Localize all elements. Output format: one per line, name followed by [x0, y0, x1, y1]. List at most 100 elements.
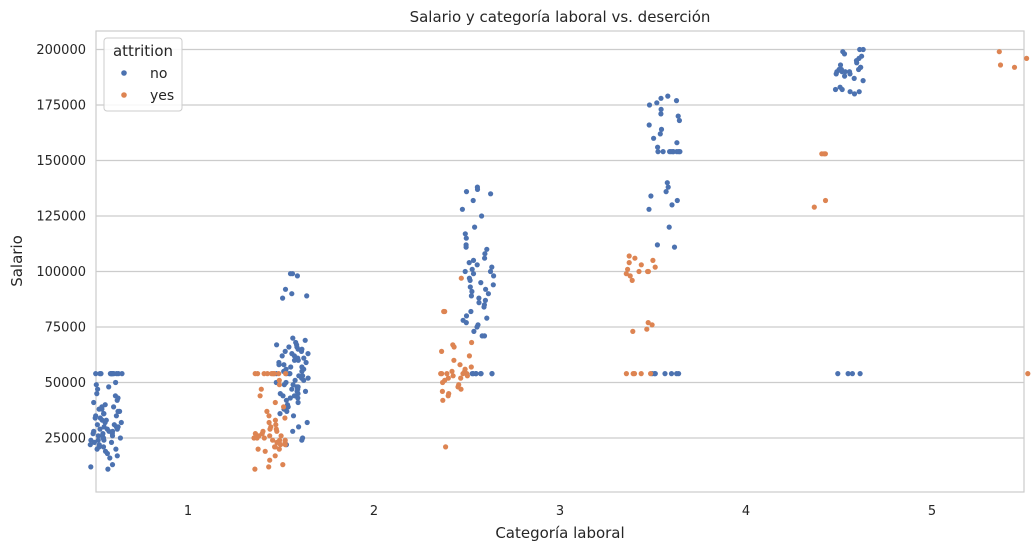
data-point-no — [296, 424, 302, 430]
y-tick-label: 100000 — [36, 265, 86, 280]
data-point-yes — [272, 444, 278, 450]
data-point-no — [660, 149, 666, 155]
data-point-no — [305, 351, 311, 357]
data-point-no — [841, 51, 848, 57]
data-point-no — [654, 100, 660, 106]
data-point-no — [304, 293, 310, 299]
data-point-no — [851, 75, 857, 81]
data-point-no — [463, 320, 469, 326]
data-point-no — [280, 295, 286, 301]
data-point-no — [664, 180, 670, 186]
data-point-no — [470, 271, 477, 277]
data-point-yes — [458, 275, 464, 281]
data-point-no — [92, 415, 98, 421]
data-point-no — [286, 344, 292, 350]
data-point-no — [488, 191, 494, 197]
data-point-no — [104, 450, 110, 457]
data-point-no — [662, 371, 668, 377]
data-point-yes — [1011, 64, 1018, 70]
data-point-no — [301, 355, 307, 361]
series-yes — [251, 49, 1031, 472]
data-point-no — [482, 297, 488, 303]
y-tick-label: 50000 — [45, 376, 86, 391]
data-point-yes — [1024, 55, 1030, 62]
data-point-no — [113, 413, 119, 419]
data-point-no — [282, 286, 289, 292]
data-point-no — [301, 377, 307, 383]
data-point-no — [671, 244, 678, 250]
data-point-no — [674, 371, 680, 377]
data-point-yes — [638, 262, 644, 268]
data-point-no — [119, 371, 125, 377]
data-point-yes — [458, 375, 464, 381]
data-point-no — [279, 353, 285, 359]
data-point-no — [109, 462, 116, 468]
data-point-no — [280, 393, 286, 399]
data-point-no — [469, 266, 475, 272]
data-point-no — [274, 342, 280, 348]
data-point-no — [305, 375, 311, 381]
legend-title: attrition — [113, 42, 173, 60]
legend-label-yes: yes — [150, 88, 174, 104]
data-point-no — [281, 362, 287, 368]
data-point-no — [655, 149, 661, 155]
data-point-no — [94, 446, 100, 452]
data-point-yes — [627, 273, 633, 279]
data-point-no — [290, 428, 296, 434]
data-point-no — [469, 288, 475, 295]
data-point-no — [482, 255, 488, 261]
data-point-no — [289, 291, 295, 297]
scatter-points — [87, 46, 1031, 472]
legend-marker-yes — [121, 92, 127, 98]
data-point-yes — [440, 379, 446, 386]
data-point-no — [491, 273, 497, 279]
data-point-no — [476, 300, 482, 306]
data-point-no — [479, 213, 485, 219]
data-point-no — [832, 86, 839, 93]
x-tick-labels: 1 2 3 4 5 — [184, 504, 936, 519]
data-point-yes — [270, 437, 276, 443]
data-point-yes — [822, 151, 829, 157]
x-tick-label: 3 — [556, 504, 564, 519]
data-point-no — [842, 69, 848, 75]
data-point-no — [93, 371, 99, 377]
data-point-no — [646, 206, 652, 212]
data-point-no — [856, 66, 862, 73]
data-point-no — [114, 453, 120, 459]
data-point-no — [106, 384, 112, 390]
data-point-yes — [631, 371, 638, 377]
x-tick-label: 2 — [370, 504, 378, 519]
data-point-no — [463, 189, 470, 195]
data-point-no — [108, 439, 115, 445]
data-point-no — [835, 371, 841, 377]
data-point-no — [109, 433, 116, 439]
data-point-yes — [273, 422, 279, 428]
data-point-no — [101, 437, 107, 443]
chart-title: Salario y categoría laboral vs. deserció… — [410, 8, 711, 26]
data-point-no — [107, 455, 113, 461]
data-point-no — [468, 293, 474, 299]
y-tick-label: 175000 — [36, 99, 86, 114]
data-point-yes — [276, 371, 282, 377]
data-point-yes — [439, 388, 445, 394]
y-tick-label: 150000 — [36, 154, 86, 169]
data-point-no — [674, 140, 680, 146]
data-point-yes — [440, 397, 446, 403]
data-point-no — [93, 382, 99, 388]
data-point-no — [466, 260, 472, 266]
data-point-no — [98, 371, 104, 377]
data-point-yes — [638, 371, 644, 377]
data-point-yes — [283, 371, 289, 377]
data-point-no — [833, 71, 839, 77]
data-point-no — [676, 117, 683, 124]
plot-frame — [95, 30, 1025, 493]
data-point-no — [847, 89, 853, 95]
data-point-no — [90, 431, 96, 437]
data-point-no — [114, 397, 120, 403]
data-point-no — [285, 404, 291, 410]
data-point-no — [665, 184, 671, 190]
data-point-yes — [281, 404, 287, 410]
data-point-yes — [277, 442, 284, 448]
data-point-no — [652, 371, 658, 377]
